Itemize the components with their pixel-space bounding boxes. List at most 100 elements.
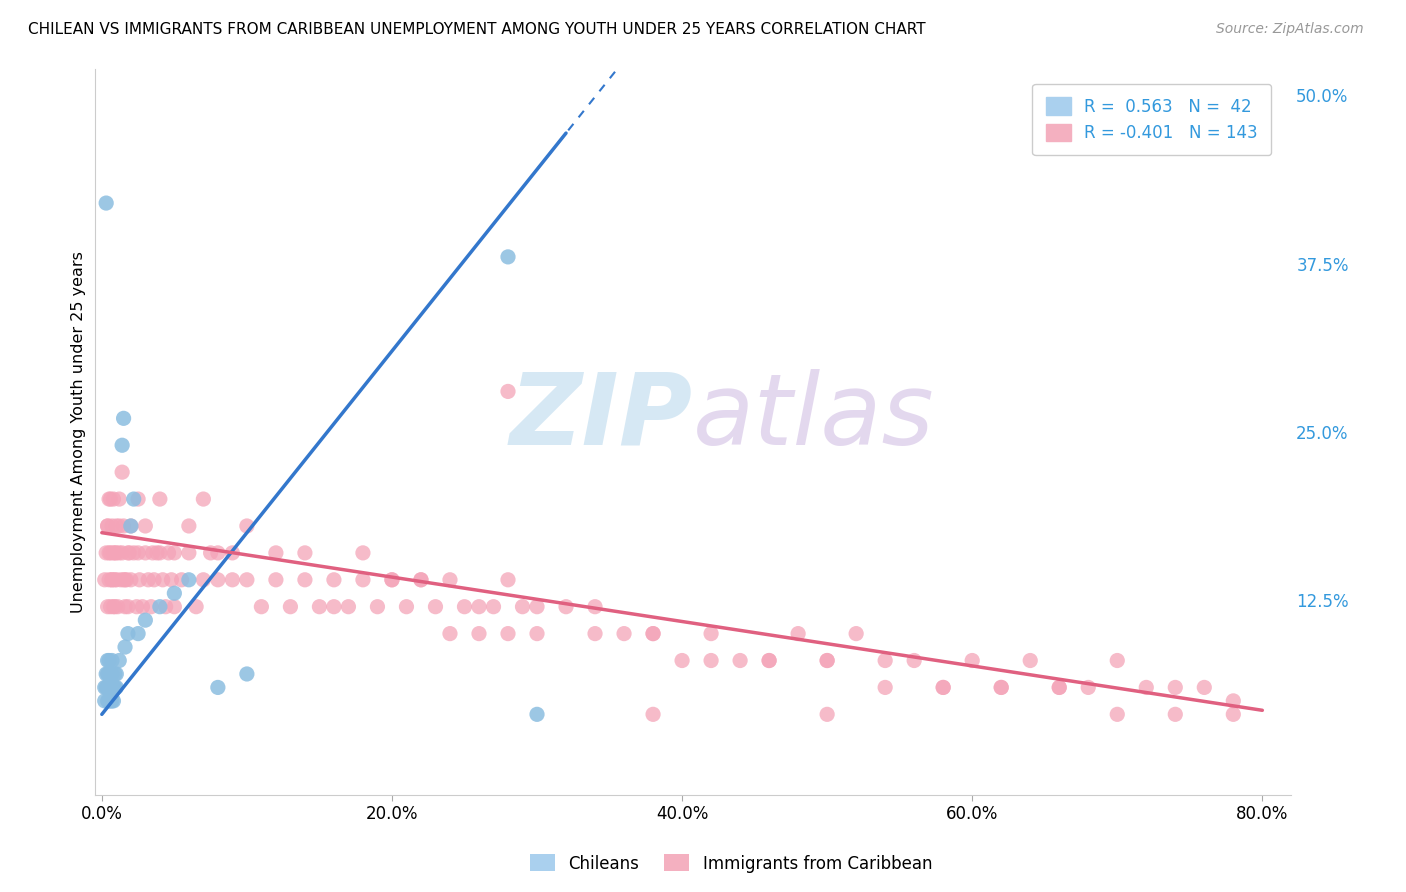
Point xyxy=(134,546,156,560)
Point xyxy=(221,546,243,560)
Point xyxy=(700,653,723,667)
Point xyxy=(101,653,124,667)
Point xyxy=(93,681,115,695)
Point xyxy=(207,681,229,695)
Point xyxy=(93,694,115,708)
Point xyxy=(98,667,121,681)
Point xyxy=(96,546,118,560)
Point xyxy=(98,694,121,708)
Point xyxy=(120,519,142,533)
Point xyxy=(100,491,122,506)
Text: ZIP: ZIP xyxy=(510,368,693,466)
Point xyxy=(352,546,374,560)
Point xyxy=(104,681,127,695)
Point xyxy=(111,465,134,479)
Point xyxy=(149,599,172,614)
Point xyxy=(134,519,156,533)
Point xyxy=(104,573,127,587)
Point xyxy=(103,546,125,560)
Point xyxy=(250,599,273,614)
Point xyxy=(381,573,404,587)
Point xyxy=(468,599,491,614)
Point xyxy=(366,599,388,614)
Point xyxy=(875,653,897,667)
Point xyxy=(127,546,149,560)
Point xyxy=(1194,681,1216,695)
Point xyxy=(120,573,142,587)
Point xyxy=(127,626,149,640)
Point xyxy=(127,491,149,506)
Point xyxy=(170,573,193,587)
Point xyxy=(105,573,128,587)
Point xyxy=(108,491,131,506)
Point xyxy=(105,681,128,695)
Point xyxy=(163,586,186,600)
Point xyxy=(122,491,145,506)
Point xyxy=(200,546,222,560)
Legend: Chileans, Immigrants from Caribbean: Chileans, Immigrants from Caribbean xyxy=(523,847,939,880)
Point xyxy=(96,681,118,695)
Point xyxy=(115,573,138,587)
Point xyxy=(101,519,124,533)
Point xyxy=(496,573,519,587)
Point xyxy=(526,626,548,640)
Point xyxy=(496,384,519,399)
Point xyxy=(125,599,148,614)
Point xyxy=(236,573,259,587)
Point xyxy=(112,573,135,587)
Text: CHILEAN VS IMMIGRANTS FROM CARIBBEAN UNEMPLOYMENT AMONG YOUTH UNDER 25 YEARS COR: CHILEAN VS IMMIGRANTS FROM CARIBBEAN UNE… xyxy=(28,22,925,37)
Point xyxy=(155,599,177,614)
Point xyxy=(100,681,122,695)
Point xyxy=(1135,681,1157,695)
Point xyxy=(157,546,180,560)
Point xyxy=(149,546,172,560)
Point xyxy=(526,599,548,614)
Point xyxy=(758,653,780,667)
Point xyxy=(425,599,447,614)
Point xyxy=(111,438,134,452)
Point xyxy=(111,546,134,560)
Point xyxy=(114,640,136,654)
Point xyxy=(207,546,229,560)
Point xyxy=(1222,707,1244,722)
Point xyxy=(1047,681,1070,695)
Point xyxy=(160,573,183,587)
Point xyxy=(142,546,165,560)
Point xyxy=(1019,653,1042,667)
Point xyxy=(932,681,955,695)
Point xyxy=(482,599,505,614)
Point xyxy=(131,599,153,614)
Point xyxy=(641,626,664,640)
Point xyxy=(103,491,125,506)
Point xyxy=(143,573,166,587)
Point xyxy=(118,546,141,560)
Point xyxy=(103,599,125,614)
Point xyxy=(122,546,145,560)
Point xyxy=(93,573,115,587)
Point xyxy=(671,653,693,667)
Point xyxy=(1222,694,1244,708)
Point xyxy=(728,653,751,667)
Point xyxy=(294,546,316,560)
Text: atlas: atlas xyxy=(693,368,935,466)
Point xyxy=(787,626,810,640)
Point xyxy=(96,667,118,681)
Point xyxy=(100,546,122,560)
Point xyxy=(758,653,780,667)
Point xyxy=(97,653,120,667)
Point xyxy=(101,573,124,587)
Point xyxy=(1047,681,1070,695)
Point xyxy=(381,573,404,587)
Point xyxy=(177,519,200,533)
Point xyxy=(323,599,346,614)
Point xyxy=(112,411,135,425)
Point xyxy=(641,707,664,722)
Point xyxy=(221,573,243,587)
Point xyxy=(136,573,159,587)
Point xyxy=(112,519,135,533)
Point xyxy=(96,196,118,211)
Point xyxy=(114,573,136,587)
Point xyxy=(1164,681,1187,695)
Point xyxy=(141,599,163,614)
Point xyxy=(453,599,475,614)
